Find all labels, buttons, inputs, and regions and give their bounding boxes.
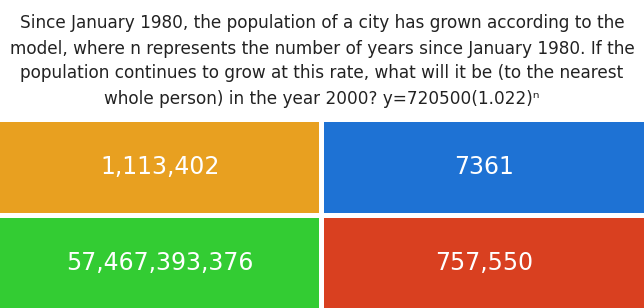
FancyBboxPatch shape bbox=[325, 122, 644, 213]
Text: 1,113,402: 1,113,402 bbox=[100, 155, 220, 179]
FancyBboxPatch shape bbox=[0, 122, 319, 213]
Text: 7361: 7361 bbox=[454, 155, 514, 179]
FancyBboxPatch shape bbox=[0, 217, 319, 308]
Text: 57,467,393,376: 57,467,393,376 bbox=[66, 251, 254, 275]
Text: Since January 1980, the population of a city has grown according to the
model, w: Since January 1980, the population of a … bbox=[10, 14, 634, 107]
FancyBboxPatch shape bbox=[325, 217, 644, 308]
Text: 757,550: 757,550 bbox=[435, 251, 533, 275]
